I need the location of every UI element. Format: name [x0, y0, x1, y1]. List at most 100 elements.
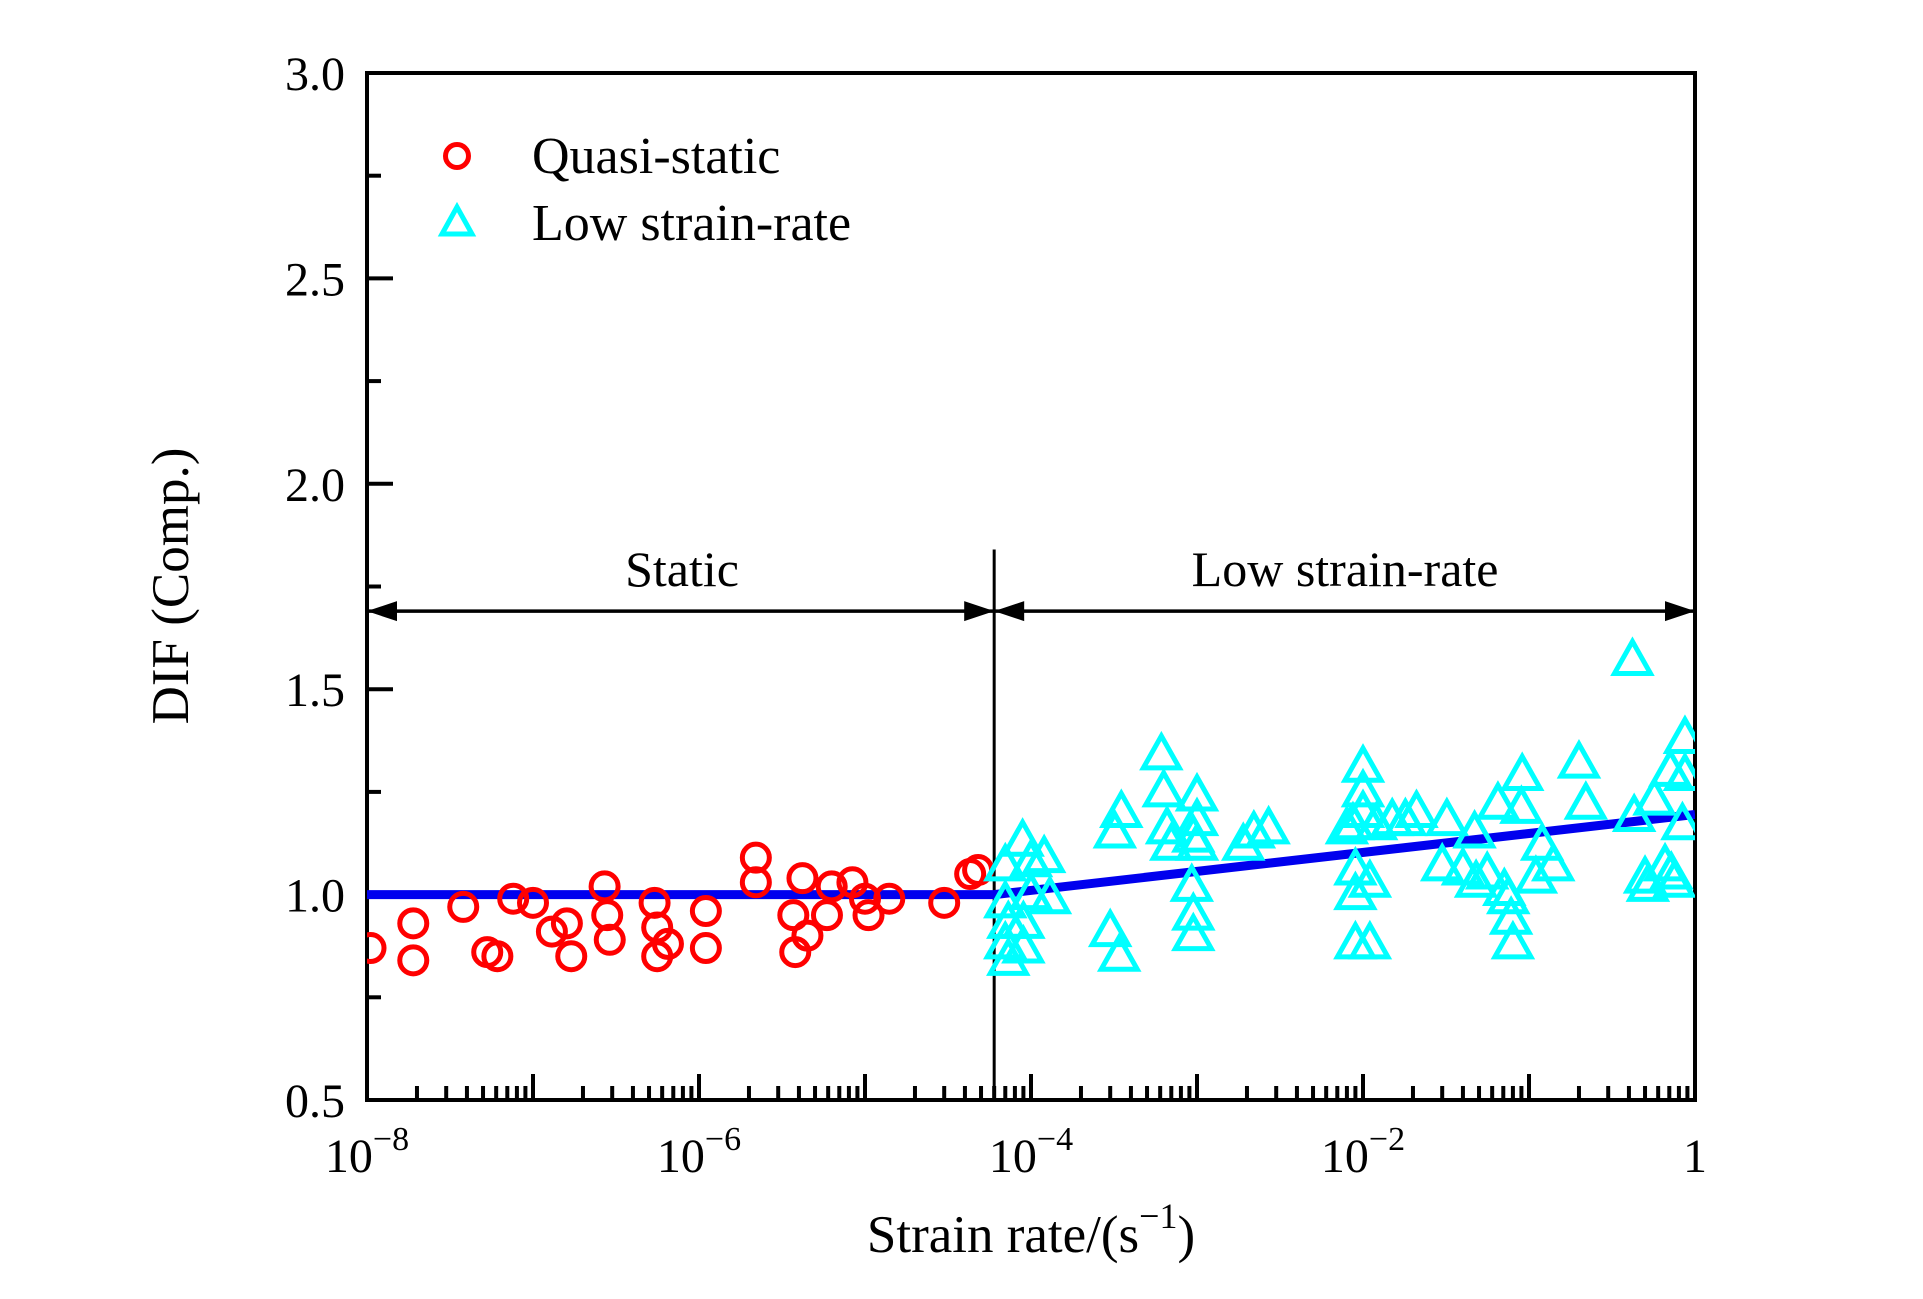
x-ticks [365, 1074, 1697, 1100]
y-tick-label: 2.5 [285, 253, 345, 306]
legend-label: Low strain-rate [532, 195, 851, 252]
data-point-low-strain-rate [1353, 800, 1399, 841]
data-point-low-strain-rate [1453, 858, 1499, 898]
data-point-low-strain-rate [1144, 804, 1190, 845]
data-point-low-strain-rate [1662, 714, 1695, 754]
data-point-low-strain-rate [1001, 899, 1046, 939]
data-point-low-strain-rate [1171, 911, 1216, 952]
data-point-low-strain-rate [1610, 636, 1655, 676]
data-point-low-strain-rate [1333, 870, 1378, 911]
data-point-low-strain-rate [1452, 808, 1497, 849]
data-point-quasi-static [397, 944, 430, 977]
data-point-low-strain-rate [1340, 767, 1386, 808]
region-arrow-low-strain-rate-left-arrowhead [994, 601, 1025, 622]
data-point-low-strain-rate [1141, 767, 1186, 808]
region-arrow-low-strain-rate-right-arrowhead [1665, 601, 1695, 622]
data-point-low-strain-rate [1099, 788, 1144, 828]
data-point-quasi-static [739, 866, 772, 899]
data-point-low-strain-rate [1651, 858, 1695, 898]
x-tick-label: 10−4 [989, 1121, 1073, 1183]
data-point-quasi-static [928, 886, 961, 919]
region-arrow-static [367, 601, 995, 622]
data-point-low-strain-rate [1563, 780, 1609, 820]
data-point-quasi-static [447, 890, 480, 923]
data-point-low-strain-rate [1556, 739, 1602, 779]
region-label-low-strain-rate: Low strain-rate [1192, 541, 1499, 597]
y-tick-label: 1.0 [285, 870, 345, 923]
data-point-low-strain-rate [1394, 788, 1439, 828]
data-point-low-strain-rate [1347, 858, 1393, 898]
data-point-low-strain-rate [1027, 874, 1073, 915]
data-point-low-strain-rate [1092, 808, 1138, 849]
data-point-low-strain-rate [1231, 808, 1277, 849]
data-point-quasi-static [779, 936, 812, 969]
y-tick-label: 2.0 [285, 459, 345, 512]
data-point-low-strain-rate [1513, 854, 1559, 894]
region-label-static: Static [625, 541, 739, 597]
data-point-low-strain-rate [1485, 874, 1531, 915]
region-arrow-static-left-arrowhead [367, 601, 397, 622]
data-point-low-strain-rate [1001, 923, 1046, 964]
legend-item-quasi-static: Quasi-static [443, 128, 780, 185]
data-point-low-strain-rate [1530, 841, 1576, 882]
data-point-quasi-static [689, 932, 722, 965]
data-point-quasi-static [550, 907, 583, 940]
data-point-low-strain-rate [1499, 784, 1544, 824]
legend-triangle-marker [437, 201, 477, 237]
data-point-low-strain-rate [1347, 919, 1393, 960]
legend-circle-marker [443, 142, 471, 170]
data-point-low-strain-rate [1662, 751, 1695, 791]
data-point-low-strain-rate [1246, 804, 1291, 845]
y-tick-label: 0.5 [285, 1075, 345, 1128]
data-point-low-strain-rate [1174, 771, 1220, 812]
data-point-quasi-static [397, 907, 430, 940]
data-point-quasi-static [873, 882, 906, 915]
y-axis-title: DIF (Comp.) [142, 448, 200, 725]
region-arrow-low-strain-rate [994, 601, 1695, 622]
data-point-quasi-static [555, 940, 588, 973]
data-point-low-strain-rate [1519, 821, 1565, 861]
data-point-low-strain-rate [1424, 796, 1470, 837]
data-point-low-strain-rate [1648, 747, 1693, 787]
data-point-quasi-static [786, 862, 819, 895]
data-point-quasi-static [367, 932, 387, 964]
x-tick-label: 10−8 [325, 1121, 409, 1183]
data-point-low-strain-rate [1171, 891, 1216, 931]
data-point-low-strain-rate [1340, 743, 1386, 783]
data-point-low-strain-rate [1008, 870, 1054, 911]
legend-item-low-strain-rate: Low strain-rate [437, 195, 851, 252]
data-point-low-strain-rate [1174, 821, 1220, 861]
x-axis-title: Strain rate/(s−1) [867, 1196, 1195, 1264]
data-point-low-strain-rate [1499, 751, 1545, 791]
y-ticks [367, 71, 393, 1102]
data-point-quasi-static [815, 870, 848, 903]
data-point-quasi-static [810, 899, 843, 932]
data-point-low-strain-rate [1333, 845, 1378, 886]
legend: Quasi-static Low strain-rate [437, 128, 851, 252]
data-point-low-strain-rate [1475, 780, 1521, 820]
data-point-low-strain-rate [1174, 796, 1220, 837]
data-point-quasi-static [481, 940, 514, 973]
data-point-quasi-static [497, 882, 530, 915]
data-point-low-strain-rate [983, 878, 1028, 919]
data-point-low-strain-rate [1096, 932, 1142, 972]
data-point-low-strain-rate [1490, 919, 1536, 960]
data-point-low-strain-rate [986, 936, 1031, 976]
data-point-low-strain-rate [1021, 833, 1067, 874]
x-tick-label: 10−2 [1321, 1121, 1405, 1183]
y-tick-label: 1.5 [285, 664, 345, 717]
x-tick-label: 1 [1683, 1130, 1707, 1183]
x-tick-label: 10−6 [657, 1121, 741, 1183]
data-point-low-strain-rate [1139, 730, 1184, 771]
data-point-quasi-static [651, 927, 684, 960]
data-point-low-strain-rate [1632, 776, 1677, 816]
y-tick-label: 3.0 [285, 48, 345, 101]
data-point-quasi-static [517, 886, 549, 919]
data-point-low-strain-rate [1419, 841, 1465, 882]
data-point-quasi-static [852, 899, 885, 932]
data-point-quasi-static [593, 923, 626, 956]
data-point-low-strain-rate [1330, 800, 1376, 841]
data-point-low-strain-rate [1660, 800, 1695, 841]
